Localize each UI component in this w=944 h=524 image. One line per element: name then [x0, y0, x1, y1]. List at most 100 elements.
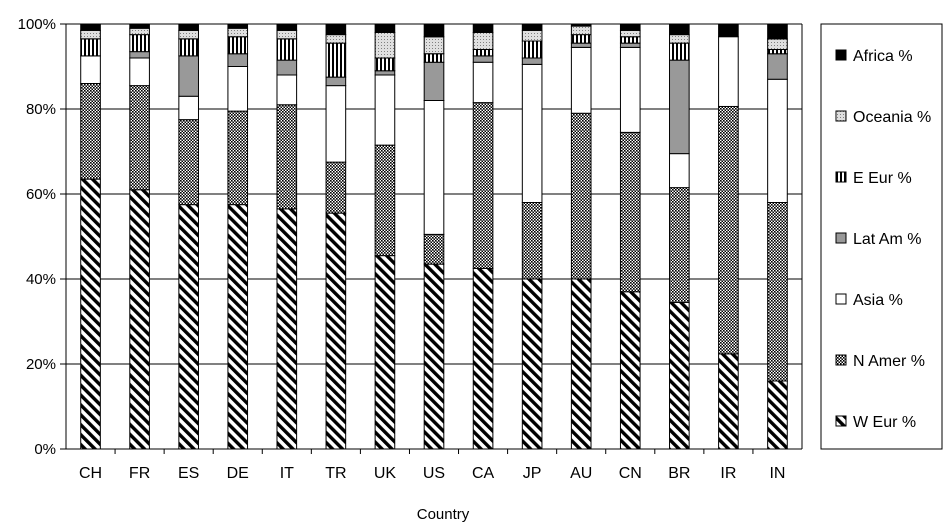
legend-swatch — [835, 354, 847, 366]
x-tick-label: TR — [325, 465, 346, 482]
bar-segment-es-w-eur — [178, 204, 199, 450]
bar-segment-cn-oceania — [619, 29, 641, 38]
bar-segment-us-lat-am — [423, 61, 445, 101]
bar-segment-br-asia — [669, 153, 690, 189]
bar-segment-tr-lat-am — [325, 76, 347, 87]
bar-segment-au-w-eur — [570, 278, 592, 450]
bar-segment-ca-e-eur — [472, 49, 494, 57]
y-tick-label: 100% — [18, 16, 56, 33]
bar-segment-ch-asia — [80, 55, 101, 84]
bar-segment-ir-n-amer — [718, 105, 739, 355]
x-tick-label: CH — [79, 465, 102, 482]
x-tick-label: BR — [668, 465, 690, 482]
bars — [80, 23, 788, 450]
bar-segment-uk-africa — [374, 23, 396, 33]
bar-segment-it-lat-am — [276, 59, 298, 76]
bar-segment-au-lat-am — [570, 42, 592, 48]
legend-label: E Eur % — [853, 170, 912, 187]
bar-segment-de-e-eur — [227, 36, 249, 55]
bar-segment-ir-asia — [718, 36, 739, 107]
legend-label: W Eur % — [853, 414, 916, 431]
bar-segment-jp-asia — [521, 63, 543, 203]
bar-segment-br-oceania — [669, 34, 690, 44]
bar-segment-it-w-eur — [276, 208, 298, 450]
bar-segment-tr-oceania — [325, 34, 347, 44]
bar-segment-it-africa — [276, 23, 298, 31]
x-tick-label: US — [423, 465, 445, 482]
bar-segment-ca-w-eur — [472, 267, 494, 450]
bar-segment-au-e-eur — [570, 34, 592, 44]
bar-segment-it-oceania — [276, 29, 298, 40]
bar-segment-in-lat-am — [767, 53, 788, 80]
bar-segment-tr-asia — [325, 85, 347, 163]
axes: 0% 20% 40% 60% 80% 100% CH FR ES DE IT TR UK US CA JP AU… — [18, 16, 803, 482]
bar-segment-ca-lat-am — [472, 55, 494, 63]
y-tick-label: 20% — [26, 356, 56, 373]
bar-segment-br-n-amer — [669, 187, 690, 303]
bar-segment-in-n-amer — [767, 202, 788, 382]
x-tick-label: FR — [129, 465, 150, 482]
x-tick-label: IN — [769, 465, 785, 482]
x-tick-label: DE — [227, 465, 249, 482]
bar-segment-it-asia — [276, 74, 298, 106]
bar-segment-es-lat-am — [178, 55, 199, 97]
legend-swatch — [835, 232, 847, 244]
bar-segment-br-w-eur — [669, 301, 690, 450]
bar-segment-ca-n-amer — [472, 102, 494, 269]
bar-segment-br-e-eur — [669, 42, 690, 61]
bar-segment-ca-oceania — [472, 32, 494, 50]
bar-segment-uk-oceania — [374, 32, 396, 59]
x-tick-label: ES — [178, 465, 199, 482]
legend-swatch — [835, 49, 847, 61]
y-tick-label: 60% — [26, 186, 56, 203]
bar-segment-ir-africa — [718, 23, 739, 38]
bar-segment-ch-n-amer — [80, 83, 101, 180]
bar-segment-fr-w-eur — [129, 189, 150, 450]
bar-segment-br-lat-am — [669, 59, 690, 155]
bar-segment-uk-asia — [374, 74, 396, 146]
bar-segment-tr-n-amer — [325, 161, 347, 214]
bar-segment-tr-w-eur — [325, 212, 347, 450]
bar-segment-uk-e-eur — [374, 57, 396, 72]
bar-segment-ir-w-eur — [718, 353, 739, 450]
x-axis-title: Country — [417, 506, 470, 523]
bar-segment-fr-lat-am — [129, 51, 150, 59]
bar-segment-ch-oceania — [80, 29, 101, 40]
bar-segment-es-asia — [178, 95, 199, 121]
x-tick-label: CA — [472, 465, 495, 482]
x-tick-label: IT — [280, 465, 294, 482]
legend-swatch — [835, 110, 847, 122]
bar-segment-cn-e-eur — [619, 36, 641, 44]
bar-segment-br-africa — [669, 23, 690, 36]
bar-segment-in-e-eur — [767, 49, 788, 55]
bar-segment-in-africa — [767, 23, 788, 40]
bar-segment-fr-e-eur — [129, 34, 150, 53]
bar-segment-in-asia — [767, 78, 788, 203]
bar-segment-fr-n-amer — [129, 85, 150, 191]
legend-label: Oceania % — [853, 109, 931, 126]
y-tick-label: 80% — [26, 101, 56, 118]
bar-segment-es-africa — [178, 23, 199, 31]
x-tick-label: AU — [570, 465, 592, 482]
bar-segment-de-oceania — [227, 27, 249, 38]
bar-segment-fr-asia — [129, 57, 150, 87]
legend: Africa % Oceania % E Eur % Lat Am % Asia % N … — [820, 23, 943, 450]
bar-segment-cn-asia — [619, 46, 641, 133]
bar-segment-de-w-eur — [227, 204, 249, 450]
bar-segment-jp-africa — [521, 23, 543, 31]
x-tick-label: UK — [374, 465, 397, 482]
bar-segment-de-africa — [227, 23, 249, 29]
bar-segment-jp-oceania — [521, 29, 543, 42]
bar-segment-es-oceania — [178, 29, 199, 40]
bar-segment-cn-africa — [619, 23, 641, 31]
bar-segment-ca-asia — [472, 61, 494, 104]
bar-segment-tr-africa — [325, 23, 347, 36]
bar-segment-es-e-eur — [178, 38, 199, 57]
bar-segment-au-africa — [570, 23, 592, 27]
y-tick-label: 0% — [34, 441, 56, 458]
legend-swatch — [835, 293, 847, 305]
bar-segment-in-oceania — [767, 38, 788, 50]
bar-segment-it-n-amer — [276, 104, 298, 210]
bar-segment-fr-africa — [129, 23, 150, 29]
bar-segment-uk-lat-am — [374, 70, 396, 76]
